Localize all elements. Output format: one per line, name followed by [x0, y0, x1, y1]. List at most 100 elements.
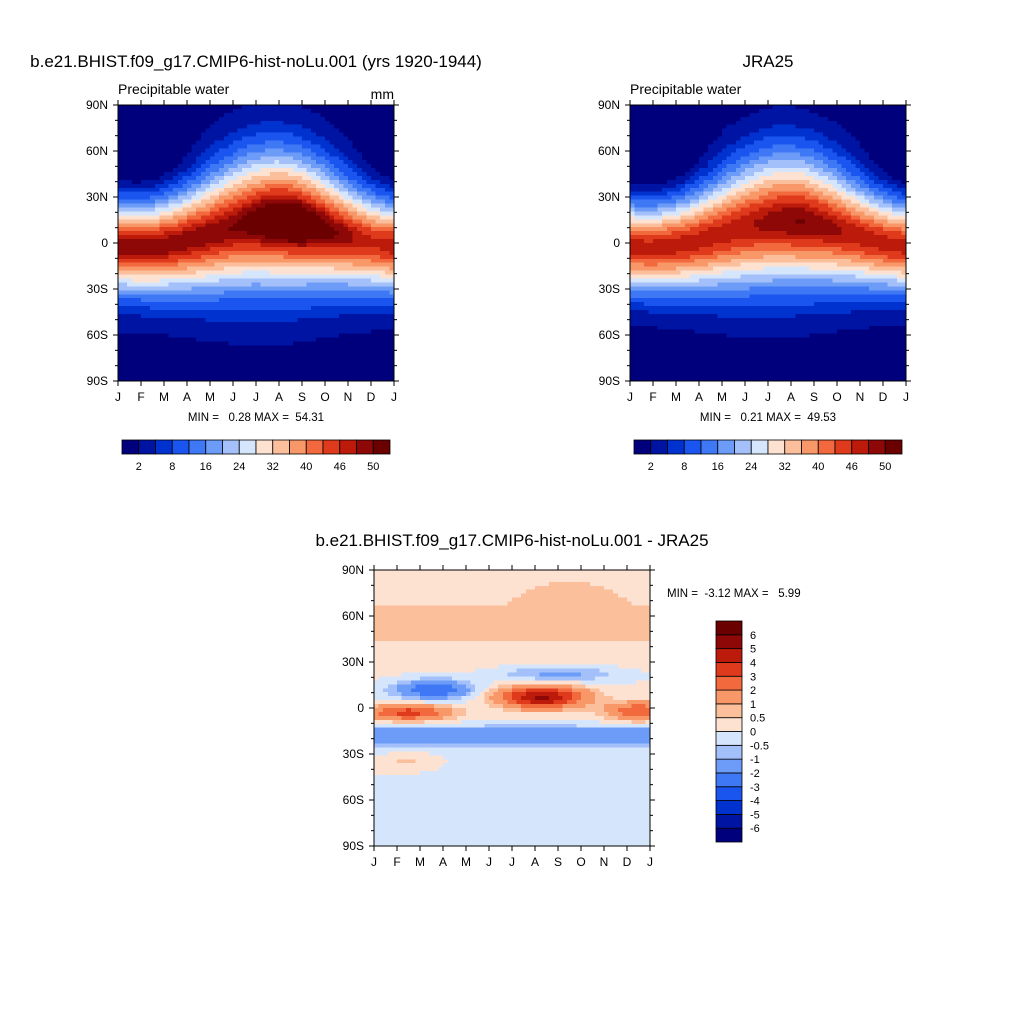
- field-cell: [334, 164, 340, 169]
- field-cell: [352, 172, 358, 177]
- field-cell: [389, 274, 395, 280]
- field-cell: [334, 286, 340, 291]
- field-cell: [242, 266, 248, 272]
- field-cell: [292, 235, 298, 240]
- field-cell: [325, 160, 331, 165]
- field-cell: [320, 353, 326, 358]
- field-cell: [357, 144, 363, 149]
- field-cell: [219, 282, 225, 287]
- field-cell: [242, 290, 248, 295]
- field-cell: [205, 227, 211, 232]
- field-cell: [279, 369, 285, 374]
- field-cell: [306, 231, 312, 236]
- field-cell: [302, 168, 308, 173]
- field-cell: [122, 282, 128, 287]
- field-cell: [131, 250, 137, 256]
- field-cell: [311, 136, 317, 142]
- field-cell: [297, 105, 303, 110]
- field-cell: [246, 136, 252, 142]
- field-cell: [242, 144, 248, 149]
- field-cell: [200, 290, 206, 295]
- field-cell: [265, 317, 271, 323]
- field-cell: [177, 282, 183, 287]
- field-cell: [735, 136, 741, 142]
- field-cell: [159, 239, 165, 244]
- field-cell: [283, 203, 289, 209]
- field-cell: [219, 112, 225, 118]
- field-cell: [233, 333, 239, 339]
- field-cell: [320, 282, 326, 287]
- field-cell: [127, 235, 133, 240]
- field-cell: [352, 235, 358, 240]
- field-cell: [827, 112, 833, 118]
- field-cell: [380, 373, 386, 378]
- field-cell: [315, 195, 321, 201]
- field-cell: [795, 105, 801, 110]
- field-cell: [256, 278, 262, 284]
- field-cell: [154, 274, 160, 280]
- field-cell: [311, 365, 317, 370]
- field-cell: [306, 361, 312, 366]
- field-cell: [187, 353, 193, 358]
- field-cell: [223, 156, 229, 161]
- field-cell: [173, 112, 179, 118]
- field-cell: [246, 262, 252, 268]
- field-cell: [703, 140, 709, 146]
- field-cell: [260, 243, 266, 248]
- field-cell: [237, 306, 243, 311]
- field-cell: [389, 373, 395, 378]
- field-cell: [150, 207, 156, 213]
- field-cell: [260, 211, 266, 216]
- field-cell: [177, 306, 183, 311]
- field-cell: [164, 254, 170, 260]
- field-cell: [118, 258, 124, 264]
- field-cell: [311, 353, 317, 358]
- field-cell: [389, 321, 395, 327]
- field-cell: [191, 357, 197, 362]
- field-cell: [873, 120, 879, 126]
- field-cell: [269, 377, 275, 382]
- field-cell: [141, 160, 147, 165]
- field-cell: [352, 373, 358, 378]
- field-cell: [758, 128, 764, 134]
- field-cell: [141, 278, 147, 284]
- field-cell: [292, 144, 298, 149]
- field-cell: [260, 175, 266, 181]
- field-cell: [883, 116, 889, 122]
- field-cell: [214, 361, 220, 366]
- field-cell: [196, 294, 202, 299]
- field-cell: [223, 258, 229, 264]
- field-cell: [726, 120, 732, 126]
- field-cell: [288, 290, 294, 295]
- field-cell: [173, 282, 179, 287]
- field-cell: [357, 321, 363, 327]
- field-cell: [141, 172, 147, 177]
- field-cell: [380, 290, 386, 295]
- field-cell: [375, 290, 381, 295]
- field-cell: [389, 231, 395, 236]
- field-cell: [352, 227, 358, 232]
- field-cell: [708, 148, 714, 153]
- field-cell: [731, 108, 737, 114]
- field-cell: [182, 175, 188, 181]
- field-cell: [164, 337, 170, 343]
- field-cell: [325, 365, 331, 370]
- field-cell: [159, 223, 165, 228]
- field-cell: [210, 365, 216, 370]
- field-cell: [127, 361, 133, 366]
- field-cell: [154, 160, 160, 165]
- field-cell: [265, 191, 271, 197]
- field-cell: [352, 168, 358, 173]
- field-cell: [283, 168, 289, 173]
- field-cell: [233, 132, 239, 138]
- field-cell: [375, 112, 381, 118]
- field-cell: [205, 365, 211, 370]
- field-cell: [325, 278, 331, 284]
- field-cell: [791, 105, 797, 110]
- field-cell: [122, 243, 128, 248]
- field-cell: [795, 112, 801, 118]
- field-cell: [187, 274, 193, 280]
- field-cell: [878, 108, 884, 114]
- field-cell: [348, 373, 354, 378]
- field-cell: [118, 211, 124, 216]
